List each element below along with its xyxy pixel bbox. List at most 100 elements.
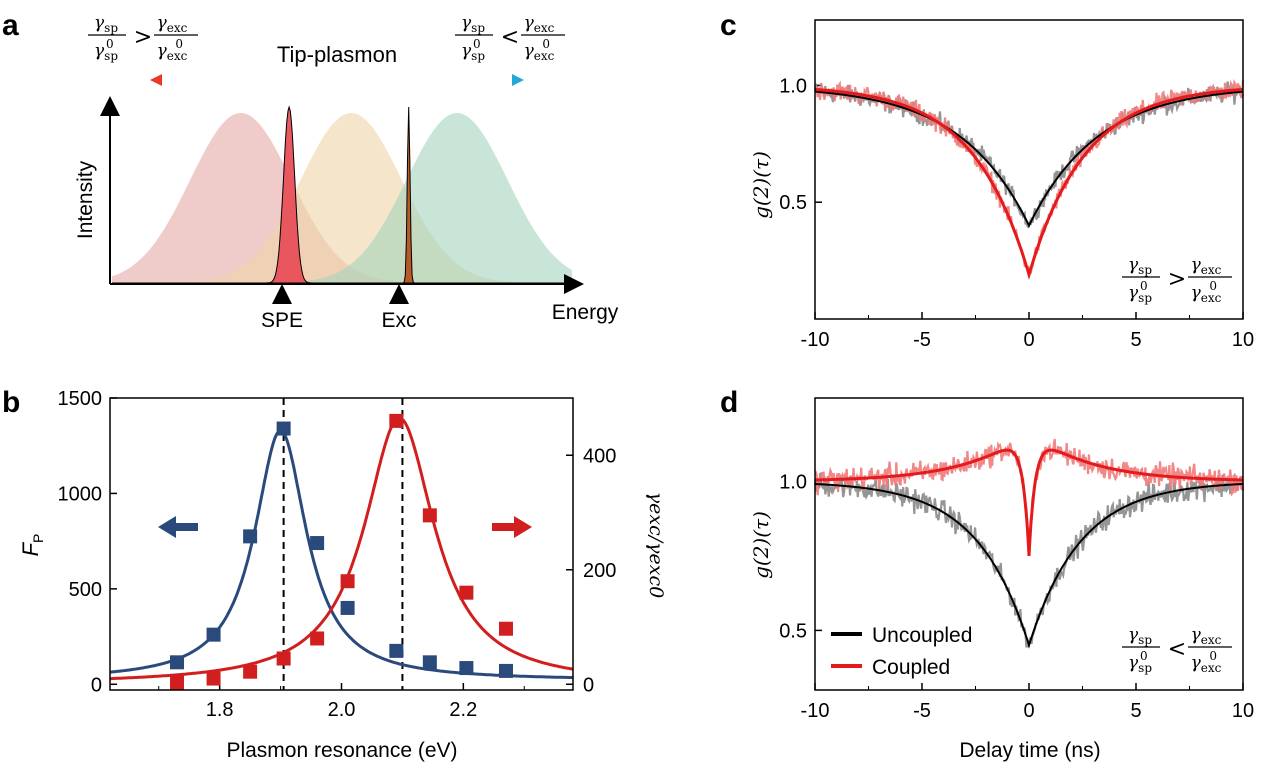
b-point-gamma_exc_ratio [243, 664, 258, 679]
b-xtick-label: 2.0 [328, 699, 356, 721]
b-ytick-label: 1000 [58, 483, 103, 505]
d-plot-ytick-label: 0.5 [779, 620, 807, 642]
ratio-sp-den-sup: 0 [1140, 279, 1148, 293]
panel-b-plot: 1.8 2.0 2.2 0 500 1000 1500 0 200 400 [58, 388, 617, 721]
panel-label-c: c [720, 9, 737, 42]
b-point-gamma_exc_ratio [389, 413, 404, 428]
d-plot-ytick-label: 1.0 [779, 471, 807, 493]
c-plot-ytick-label: 1.0 [779, 75, 807, 97]
panel-a-ylabel: Intensity [74, 160, 97, 239]
ratio-sp-den-sup: 0 [1140, 649, 1148, 663]
d-plot-fit-coupled [815, 448, 1243, 556]
ratio-exc-den-sup: 0 [1209, 279, 1217, 293]
b-point-gamma_exc_ratio [206, 671, 221, 686]
ratio-exc-den-sub: exc [1201, 291, 1222, 305]
d-plot-xtick-label: -10 [801, 700, 830, 722]
d-plot-xtick-label: 5 [1130, 700, 1141, 722]
panel-b-xlabel: Plasmon resonance (eV) [226, 739, 457, 762]
ratio-sp-num-sub: sp [104, 21, 118, 35]
ratio-exc-den: γexc0 [1191, 649, 1222, 675]
ratio-sp-den: γsp0 [461, 37, 485, 63]
b-point-gamma_exc_ratio [170, 675, 185, 690]
ratio-exc-num: γexc [1191, 255, 1222, 277]
ratio-sp-den-sub: sp [104, 49, 118, 63]
b-ytick-label: 1500 [58, 388, 103, 410]
fp-subscript: P [30, 534, 46, 543]
b-point-gamma_exc_ratio [276, 651, 291, 666]
c-plot-xtick-label: 10 [1232, 329, 1254, 351]
fp-symbol: F [18, 541, 43, 556]
ratio-sp-den-sup: 0 [106, 37, 114, 51]
right-axis-arrow-icon [492, 516, 532, 538]
ratio-sp-num: γsp [461, 13, 485, 35]
ratio-exc-num: γexc [1191, 625, 1222, 647]
ratio-sp-num: γsp [1128, 625, 1152, 647]
ratio-exc-den-sup: 0 [542, 37, 550, 51]
ratio-exc-num-sub: exc [1201, 633, 1222, 647]
d-plot-xtick-label: -5 [913, 700, 931, 722]
panel-b-frame [109, 397, 574, 691]
ratio-exc-den-sub: exc [1201, 661, 1222, 675]
b-point-F_P [276, 421, 291, 436]
ratio-operator: < [1168, 637, 1186, 662]
d-plot-xtick-label: 10 [1232, 700, 1254, 722]
panel-d-legend: Uncoupled Coupled [831, 624, 972, 679]
panel-label-b: b [2, 386, 20, 419]
ratio-exc-num: γexc [524, 13, 555, 35]
panel-a-xlabel: Energy [552, 301, 619, 324]
c-plot-xtick-label: -10 [801, 329, 830, 351]
curve-plasmon-green [112, 113, 572, 283]
ratio-exc-den-sup: 0 [1209, 649, 1217, 663]
b-ytick-label: 0 [91, 674, 102, 696]
b-point-F_P [459, 661, 474, 676]
b-xtick-label: 2.2 [449, 699, 477, 721]
c-plot-raw-coupled [814, 79, 1245, 276]
b-point-gamma_exc_ratio [310, 631, 325, 646]
tip-plasmon-title: Tip-plasmon [277, 42, 397, 67]
gradient-arrow-left-head [150, 74, 162, 86]
b-y2tick-label: 400 [583, 445, 616, 467]
c-plot-fit-coupled [814, 87, 1244, 280]
b-point-gamma_exc_ratio [459, 585, 474, 600]
ratio-exc-den: γexc0 [524, 37, 555, 63]
panel-d-frame [814, 397, 1244, 691]
ratio-exc-num-sub: exc [167, 21, 188, 35]
legend-label-coupled: Coupled [872, 656, 950, 679]
panel-a-curves [112, 105, 572, 284]
panel-b: 1.8 2.0 2.2 0 500 1000 1500 0 200 400 Plasmon res… [18, 388, 667, 762]
ratio-exc-num: γexc [157, 13, 188, 35]
spe-marker-label: SPE [261, 309, 303, 332]
b-ytick-label: 500 [69, 579, 102, 601]
d-plot-xtick-label: 0 [1023, 700, 1034, 722]
d-plot-fit-uncoupled [815, 483, 1243, 649]
panel-c-frame [814, 19, 1244, 320]
ratio-sp-num: γsp [94, 13, 118, 35]
ratio-exc-den: γexc0 [1191, 279, 1222, 305]
ratio-exc-num-sub: exc [534, 21, 555, 35]
ratio-sp-den-sub: sp [1138, 661, 1152, 675]
b-point-F_P [340, 600, 355, 615]
g2-label-d: g(2)(τ) [749, 511, 773, 579]
left-axis-arrow-icon [158, 516, 198, 538]
b-fit-F_P [109, 429, 574, 680]
b-y2tick-label: 0 [583, 674, 594, 696]
ratio-operator: > [134, 25, 152, 50]
b-point-gamma_exc_ratio [498, 621, 513, 636]
c-plot-ytick-label: 0.5 [779, 192, 807, 214]
ratio-sp-num-sub: sp [471, 21, 485, 35]
exc-marker-label: Exc [381, 309, 416, 332]
ratio-exc-den-sup: 0 [175, 37, 183, 51]
ratio-exc-num-sub: exc [1201, 263, 1222, 277]
panel-d: -10 -5 0 5 100.51.0 Delay time (ns) g(2)(τ) … [749, 397, 1254, 762]
